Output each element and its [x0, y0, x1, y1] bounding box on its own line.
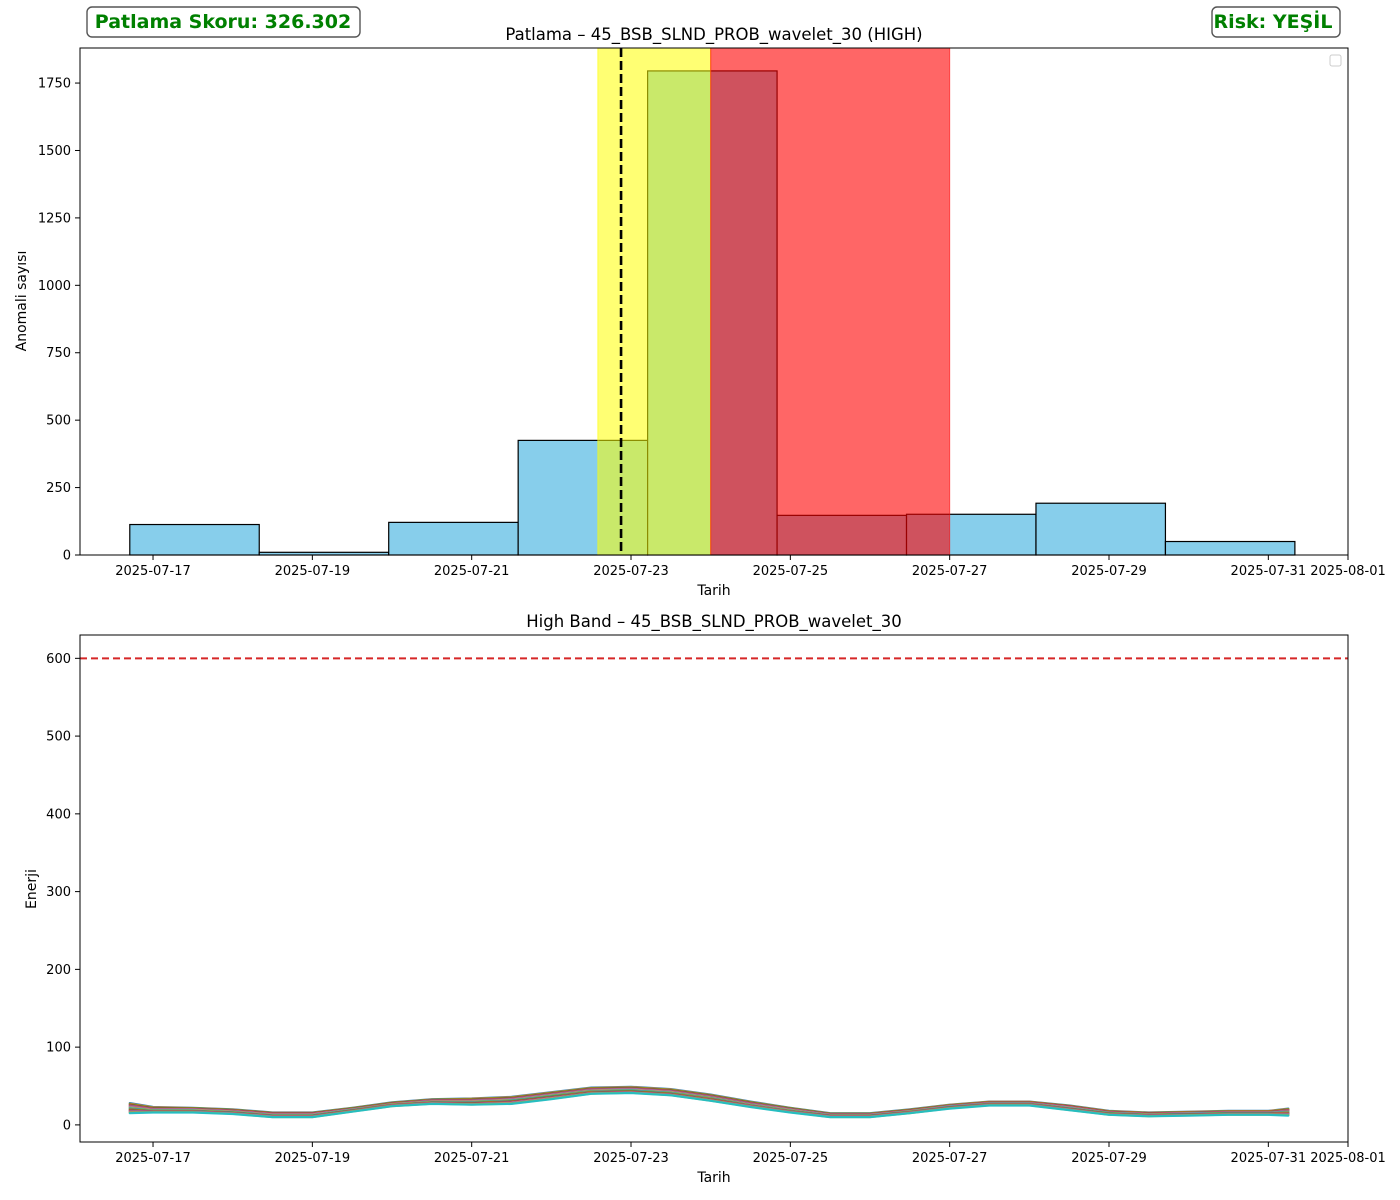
histogram-bar — [129, 523, 260, 556]
x-tick-label: 2025-07-31 — [1231, 564, 1307, 579]
histogram-bar — [388, 521, 519, 556]
energy-x-axis: 2025-07-17 2025-07-19 2025-07-21 2025-07-23… — [115, 1142, 1386, 1166]
y-tick-label: 200 — [46, 963, 71, 978]
energy-lines — [128, 1085, 1290, 1119]
histogram-bar — [1164, 540, 1296, 556]
histogram-y-axis: 0 250 500 750 1000 1250 1500 1750 — [38, 77, 80, 564]
x-tick-label: 2025-08-01 — [1310, 564, 1386, 579]
x-tick-label: 2025-07-27 — [912, 1151, 988, 1166]
x-tick-label: 2025-07-29 — [1071, 1151, 1147, 1166]
legend-box — [1329, 54, 1342, 67]
y-tick-label: 750 — [46, 346, 71, 361]
histogram-plot-frame — [79, 47, 1349, 556]
histogram-bar — [1035, 502, 1167, 556]
y-tick-label: 500 — [46, 730, 71, 745]
energy-series-line — [128, 1091, 1290, 1119]
y-tick-label: 100 — [46, 1041, 71, 1056]
y-tick-label: 0 — [63, 1118, 71, 1133]
energy-y-axis: 0 100 200 300 400 500 600 — [46, 652, 80, 1133]
risk-badge: Risk: YEŞİL — [1211, 6, 1341, 38]
x-tick-label: 2025-07-17 — [115, 1151, 191, 1166]
score-badge-text: Patlama Skoru: 326.302 — [95, 11, 351, 33]
y-tick-label: 1750 — [38, 77, 71, 92]
x-tick-label: 2025-07-25 — [753, 1151, 829, 1166]
energy-plot-area — [80, 635, 1348, 1142]
yellow-window-span — [597, 47, 712, 556]
histogram-x-axis: 2025-07-17 2025-07-19 2025-07-21 2025-07-23… — [115, 555, 1386, 579]
x-tick-label: 2025-07-23 — [593, 1151, 669, 1166]
x-tick-label: 2025-07-23 — [593, 564, 669, 579]
histogram-title: Patlama – 45_BSB_SLND_PROB_wavelet_30 (H… — [505, 25, 922, 45]
x-tick-label: 2025-07-17 — [115, 564, 191, 579]
red-window-span — [710, 47, 951, 556]
y-tick-label: 500 — [46, 414, 71, 429]
risk-badge-text: Risk: YEŞİL — [1214, 9, 1333, 33]
x-tick-label: 2025-07-25 — [753, 564, 829, 579]
x-tick-label: 2025-07-21 — [434, 1151, 510, 1166]
energy-x-axis-label: Tarih — [696, 1170, 730, 1186]
y-tick-label: 250 — [46, 481, 71, 496]
risk-badge-box — [1211, 6, 1341, 38]
x-tick-label: 2025-07-29 — [1071, 564, 1147, 579]
x-tick-label: 2025-07-21 — [434, 564, 510, 579]
x-tick-label: 2025-07-27 — [912, 564, 988, 579]
y-tick-label: 300 — [46, 885, 71, 900]
y-tick-label: 1500 — [38, 144, 71, 159]
x-tick-label: 2025-07-19 — [275, 1151, 351, 1166]
histogram-y-axis-label: Anomali sayısı — [14, 251, 30, 352]
energy-plot-frame — [79, 634, 1349, 1143]
energy-title: High Band – 45_BSB_SLND_PROB_wavelet_30 — [526, 612, 902, 632]
energy-y-axis-label: Enerji — [24, 869, 40, 909]
y-tick-label: 0 — [63, 549, 71, 564]
score-badge: Patlama Skoru: 326.302 — [86, 6, 361, 38]
x-tick-label: 2025-08-01 — [1310, 1151, 1386, 1166]
histogram-x-axis-label: Tarih — [696, 583, 730, 599]
score-badge-box — [86, 6, 361, 38]
x-tick-label: 2025-07-19 — [275, 564, 351, 579]
highlight-spans — [597, 47, 951, 556]
x-tick-label: 2025-07-31 — [1231, 1151, 1307, 1166]
y-tick-label: 1000 — [38, 279, 71, 294]
energy-chart: 0 100 200 300 400 500 600 2025-07-17 2025-07-19… — [24, 612, 1386, 1186]
y-tick-label: 400 — [46, 807, 71, 822]
y-tick-label: 1250 — [38, 211, 71, 226]
y-tick-label: 600 — [46, 652, 71, 667]
